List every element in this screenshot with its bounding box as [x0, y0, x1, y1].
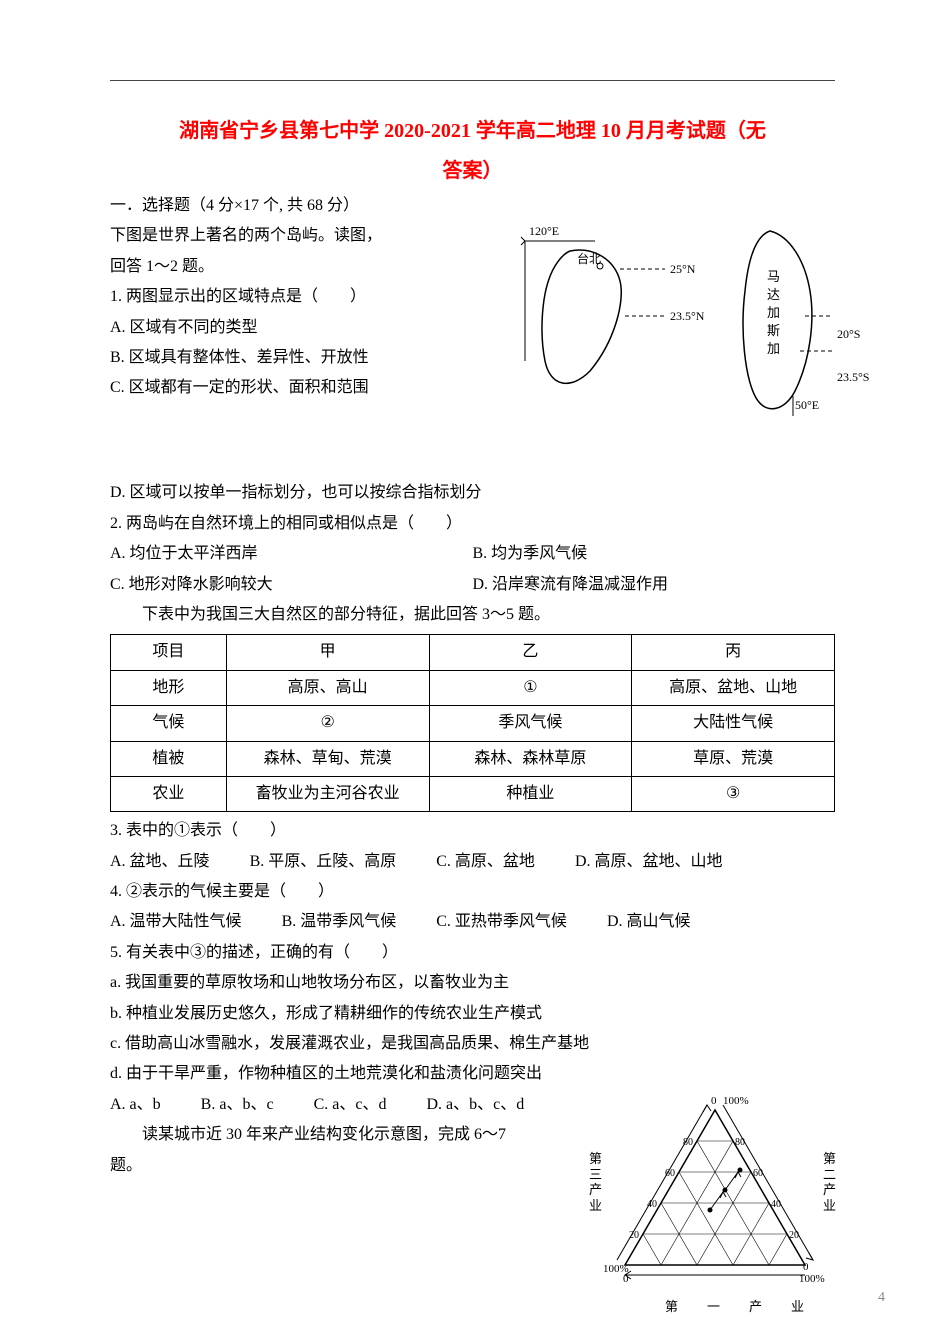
apex-top-0: 0 — [711, 1095, 717, 1107]
br-0: 0 — [803, 1261, 809, 1273]
left-axis-label: 第三产业 — [589, 1151, 602, 1213]
title-line-2: 答案） — [110, 151, 835, 191]
tw-235n-label: 23.5°N — [670, 309, 705, 323]
q2-options: A. 均位于太平洋西岸 B. 均为季风气候 C. 地形对降水影响较大 D. 沿岸… — [110, 539, 835, 600]
q1-opt-d: D. 区域可以按单一指标划分，也可以按综合指标划分 — [110, 478, 835, 508]
tw-lon-label: 120°E — [529, 224, 559, 238]
q5-stmt-b: b. 种植业发展历史悠久，形成了精耕细作的传统农业生产模式 — [110, 999, 835, 1029]
mdg-char-4: 斯 — [767, 323, 780, 338]
title-line-1: 湖南省宁乡县第七中学 2020-2021 学年高二地理 10 月月考试题（无 — [110, 111, 835, 151]
th-2: 乙 — [429, 635, 632, 670]
q5-opt-b: B. a、b、c — [201, 1090, 274, 1120]
svg-text:20: 20 — [789, 1230, 799, 1241]
mdg-50e-label: 50°E — [795, 398, 819, 412]
table-row: 气候 ② 季风气候 大陆性气候 — [111, 706, 835, 741]
q4-opt-a: A. 温带大陆性气候 — [110, 907, 242, 937]
mdg-20s-label: 20°S — [837, 323, 945, 346]
q4-opt-d: D. 高山气候 — [607, 907, 691, 937]
apex-top-100: 100% — [723, 1095, 749, 1107]
q4-opt-c: C. 亚热带季风气候 — [436, 907, 567, 937]
ternary-chart-svg: 0 100% 100% 0 100% 0 20 40 60 80 80 60 4… — [595, 1090, 835, 1290]
taipei-label: 台北 — [577, 251, 601, 266]
ternary-chart-col: 0 100% 100% 0 100% 0 20 40 60 80 80 60 4… — [595, 1090, 835, 1301]
section-1-heading: 一．选择题（4 分×17 个, 共 68 分） — [110, 191, 835, 221]
q1-stem: 1. 两图显示出的区域特点是（ ） — [110, 282, 505, 312]
q2-opt-a: A. 均位于太平洋西岸 — [110, 539, 473, 569]
q3-opt-d: D. 高原、盆地、山地 — [575, 847, 723, 877]
q2-opt-c: C. 地形对降水影响较大 — [110, 570, 473, 600]
island-maps-svg: 120°E 台北 25°N 23.5°N 马 达 加 斯 加 50°E — [515, 221, 835, 421]
mdg-char-3: 加 — [767, 305, 780, 320]
page-number: 4 — [878, 1285, 885, 1312]
q3-opt-a: A. 盆地、丘陵 — [110, 847, 210, 877]
exam-page: 湖南省宁乡县第七中学 2020-2021 学年高二地理 10 月月考试题（无 答… — [0, 0, 945, 1341]
exam-title: 湖南省宁乡县第七中学 2020-2021 学年高二地理 10 月月考试题（无 答… — [110, 111, 835, 191]
th-1: 甲 — [226, 635, 429, 670]
islands-intro-2: 回答 1～2 题。 — [110, 252, 505, 282]
q5-opts-and-chart: A. a、b B. a、b、c C. a、c、d D. a、b、c、d 读某城市… — [110, 1090, 835, 1301]
q3-stem: 3. 表中的①表示（ ） — [110, 816, 835, 846]
natural-regions-table: 项目 甲 乙 丙 地形 高原、高山 ① 高原、盆地、山地 气候 ② 季风气候 大… — [110, 634, 835, 812]
table-row: 植被 森林、草甸、荒漠 森林、森林草原 草原、荒漠 — [111, 741, 835, 776]
th-0: 项目 — [111, 635, 227, 670]
table-header-row: 项目 甲 乙 丙 — [111, 635, 835, 670]
q1-opt-a: A. 区域有不同的类型 — [110, 313, 505, 343]
q2-opt-d: D. 沿岸寒流有降温减湿作用 — [473, 570, 836, 600]
svg-text:80: 80 — [735, 1137, 745, 1148]
q5-stmt-a: a. 我国重要的草原牧场和山地牧场分布区，以畜牧业为主 — [110, 968, 835, 998]
islands-maps-col: 120°E 台北 25°N 23.5°N 马 达 加 斯 加 50°E — [515, 221, 835, 478]
table-intro: 下表中为我国三大自然区的部分特征，据此回答 3～5 题。 — [110, 600, 835, 630]
q5-stem: 5. 有关表中③的描述，正确的有（ ） — [110, 938, 835, 968]
chart-intro-1: 读某城市近 30 年来产业结构变化示意图，完成 6～7 — [110, 1120, 585, 1150]
svg-text:40: 40 — [771, 1199, 781, 1210]
mdg-char-1: 马 — [767, 269, 780, 284]
islands-intro-1: 下图是世界上著名的两个岛屿。读图， — [110, 221, 505, 251]
th-3: 丙 — [632, 635, 835, 670]
q5-opts-col: A. a、b B. a、b、c C. a、c、d D. a、b、c、d 读某城市… — [110, 1090, 595, 1181]
islands-text-col: 下图是世界上著名的两个岛屿。读图， 回答 1～2 题。 1. 两图显示出的区域特… — [110, 221, 515, 403]
q5-opt-c: C. a、c、d — [314, 1090, 387, 1120]
q4-stem: 4. ②表示的气候主要是（ ） — [110, 877, 835, 907]
header-rule — [110, 80, 835, 81]
q5-stmt-c: c. 借助高山冰雪融水，发展灌溉农业，是我国高品质果、棉生产基地 — [110, 1029, 835, 1059]
islands-block: 下图是世界上著名的两个岛屿。读图， 回答 1～2 题。 1. 两图显示出的区域特… — [110, 221, 835, 478]
q5-opt-d: D. a、b、c、d — [426, 1090, 524, 1120]
q2-opt-b: B. 均为季风气候 — [473, 539, 836, 569]
mdg-char-5: 加 — [767, 341, 780, 356]
q5-opt-a: A. a、b — [110, 1090, 161, 1120]
mdg-235s-label: 23.5°S — [837, 366, 945, 389]
q2-stem: 2. 两岛屿在自然环境上的相同或相似点是（ ） — [110, 509, 835, 539]
q1-opt-b: B. 区域具有整体性、差异性、开放性 — [110, 343, 505, 373]
mdg-char-2: 达 — [767, 287, 780, 302]
chart-intro-2: 题。 — [110, 1151, 585, 1181]
right-axis-label: 第二产业 — [823, 1151, 836, 1213]
table-row: 农业 畜牧业为主河谷农业 种植业 ③ — [111, 776, 835, 811]
q3-opt-c: C. 高原、盆地 — [436, 847, 535, 877]
q5-options: A. a、b B. a、b、c C. a、c、d D. a、b、c、d — [110, 1090, 585, 1120]
q4-opt-b: B. 温带季风气候 — [282, 907, 397, 937]
tw-25n-label: 25°N — [670, 262, 696, 276]
q1-opt-c: C. 区域都有一定的形状、面积和范围 — [110, 373, 505, 403]
q3-opt-b: B. 平原、丘陵、高原 — [250, 847, 397, 877]
q3-options: A. 盆地、丘陵 B. 平原、丘陵、高原 C. 高原、盆地 D. 高原、盆地、山… — [110, 847, 835, 877]
svg-text:60: 60 — [753, 1168, 763, 1179]
table-row: 地形 高原、高山 ① 高原、盆地、山地 — [111, 670, 835, 705]
q5-stmt-d: d. 由于干旱严重，作物种植区的土地荒漠化和盐渍化问题突出 — [110, 1059, 835, 1089]
bottom-axis-label: 第 一 产 业 — [665, 1295, 812, 1320]
q4-options: A. 温带大陆性气候 B. 温带季风气候 C. 亚热带季风气候 D. 高山气候 — [110, 907, 835, 937]
